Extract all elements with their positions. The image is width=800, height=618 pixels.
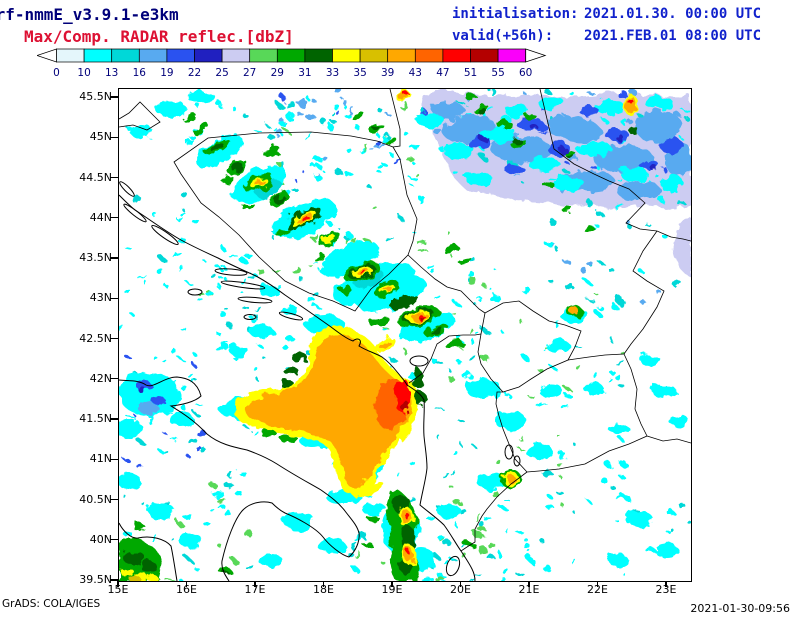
- lat-label: 42.5N: [79, 331, 112, 345]
- colorbar-box: [249, 48, 278, 63]
- colorbar-box: [221, 48, 251, 63]
- lat-label: 40N: [89, 532, 112, 546]
- colorbar-over-arrow: [525, 48, 547, 63]
- lat-label: 42N: [89, 371, 112, 385]
- lat-tick: [110, 136, 118, 138]
- colorbar-box: [387, 48, 416, 63]
- lat-label: 45.5N: [79, 90, 112, 103]
- lat-label: 40.5N: [79, 492, 112, 506]
- lon-tick: [185, 581, 188, 587]
- lat-tick: [110, 579, 118, 581]
- lon-tick: [391, 581, 393, 587]
- lon-tick: [117, 581, 119, 587]
- colorbar-box: [111, 48, 140, 63]
- valid-time-line: valid(+56h): 2021.FEB.01 08:00 UTC: [452, 28, 761, 44]
- colorbar-label: 29: [271, 67, 284, 79]
- colorbar-label: 22: [188, 67, 201, 79]
- colorbar-label: 55: [491, 67, 504, 79]
- lat-tick: [110, 297, 118, 299]
- lat-label: 41.5N: [79, 412, 112, 425]
- lon-label: 15E: [107, 583, 129, 596]
- colorbar-label: 35: [353, 67, 366, 79]
- colorbar-box: [56, 48, 85, 63]
- colorbar-under-arrow: [35, 48, 57, 63]
- colorbar-box: [497, 48, 527, 63]
- lat-label: 41N: [89, 452, 112, 466]
- lon-label: 20E: [450, 583, 471, 596]
- lat-tick: [110, 257, 118, 259]
- radar-echoes: [119, 89, 691, 581]
- lon-tick: [459, 581, 462, 587]
- colorbar-box: [276, 48, 306, 63]
- lat-tick: [110, 418, 118, 420]
- lat-tick: [110, 498, 118, 501]
- lon-tick: [596, 581, 599, 587]
- colorbar-box: [470, 48, 499, 63]
- map-frame: [118, 88, 692, 582]
- field-title: Max/Comp. RADAR reflec.[dbZ]: [24, 27, 294, 46]
- colorbar-label: 31: [298, 67, 311, 79]
- colorbar-label: 16: [133, 67, 147, 79]
- colorbar-label: 0: [53, 67, 60, 79]
- grads-credit: GrADS: COLA/IGES: [2, 598, 101, 610]
- lon-tick: [665, 581, 667, 587]
- colorbar-box: [332, 48, 361, 63]
- lat-label: 39.5N: [79, 573, 112, 586]
- lon-label: 18E: [313, 583, 334, 596]
- colorbar-label: 10: [77, 67, 90, 79]
- valid-time-value: 2021.FEB.01 08:00 UTC: [584, 28, 762, 44]
- init-time-label: initialisation:: [452, 6, 579, 22]
- lat-label: 43N: [89, 291, 112, 305]
- colorbar-box: [414, 48, 444, 63]
- colorbar-box: [359, 48, 389, 63]
- creation-timestamp: 2021-01-30-09:56: [690, 602, 790, 615]
- colorbar-box: [83, 48, 113, 63]
- lat-tick: [110, 337, 118, 340]
- lon-label: 16E: [176, 583, 197, 596]
- lat-tick: [110, 176, 118, 179]
- colorbar-label: 19: [160, 67, 173, 79]
- init-time-line: initialisation: 2021.01.30. 00:00 UTC: [452, 6, 761, 22]
- colorbar-label: 27: [243, 67, 256, 79]
- model-title: wrf-nmmE_v3.9.1-e3km: [0, 5, 179, 24]
- colorbar-box: [138, 48, 168, 63]
- colorbar-label: 13: [105, 67, 118, 79]
- colorbar-label: 33: [326, 67, 339, 79]
- lon-label: 17E: [244, 583, 266, 596]
- lat-tick: [110, 378, 118, 380]
- colorbar-box: [166, 48, 195, 63]
- lat-tick: [110, 539, 118, 541]
- lat-tick: [110, 217, 118, 219]
- colorbar-label: 25: [215, 67, 228, 79]
- lat-tick: [110, 458, 118, 460]
- colorbar-label: 43: [409, 67, 422, 79]
- colorbar-label: 47: [436, 67, 449, 79]
- lon-label: 23E: [655, 583, 677, 596]
- lon-label: 21E: [518, 583, 540, 596]
- lat-label: 44N: [89, 210, 112, 224]
- lon-label: 19E: [381, 583, 403, 596]
- lat-label: 43.5N: [79, 251, 112, 264]
- colorbar-label: 39: [381, 67, 394, 79]
- colorbar-svg: 0 10 13 16 19 22 25 27 29 31 33 35 39 43 47 51 55 60: [35, 48, 547, 79]
- lon-tick: [528, 581, 530, 587]
- coastlines: [119, 181, 521, 581]
- lat-label: 45N: [89, 130, 112, 144]
- valid-time-label: valid(+56h):: [452, 28, 554, 44]
- colorbar-box: [304, 48, 333, 63]
- init-time-value: 2021.01.30. 00:00 UTC: [584, 6, 762, 22]
- lon-label: 22E: [587, 583, 608, 596]
- lon-tick: [254, 581, 256, 587]
- country-borders: [119, 89, 691, 552]
- radar-map-svg: [119, 89, 691, 581]
- colorbar-box: [194, 48, 223, 63]
- lat-tick: [110, 96, 118, 98]
- colorbar: 0 10 13 16 19 22 25 27 29 31 33 35 39 43 47 51 55 60: [35, 48, 585, 84]
- colorbar-box: [442, 48, 471, 63]
- lon-tick: [322, 581, 325, 587]
- colorbar-label: 60: [519, 67, 532, 79]
- colorbar-label: 51: [464, 67, 477, 79]
- lat-label: 44.5N: [79, 170, 112, 184]
